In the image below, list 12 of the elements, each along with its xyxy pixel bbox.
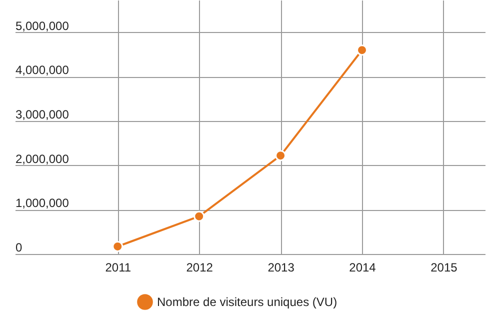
x-tick-label: 2013	[268, 260, 295, 274]
y-tick-label: 0	[16, 240, 22, 254]
x-tick-label: 2011	[105, 260, 132, 274]
x-tick-label: 2012	[186, 260, 214, 274]
y-tick-label: 1,000,000	[16, 196, 70, 210]
y-tick-label: 2,000,000	[16, 152, 70, 166]
x-tick-label: 2014	[349, 260, 376, 274]
y-tick-label: 4,000,000	[16, 63, 70, 78]
y-tick-label: 5,000,000	[16, 18, 70, 33]
x-tick-label: 2015	[430, 260, 458, 274]
legend-label: Nombre de visiteurs uniques (VU)	[157, 295, 338, 309]
y-tick-label: 3,000,000	[16, 108, 70, 122]
